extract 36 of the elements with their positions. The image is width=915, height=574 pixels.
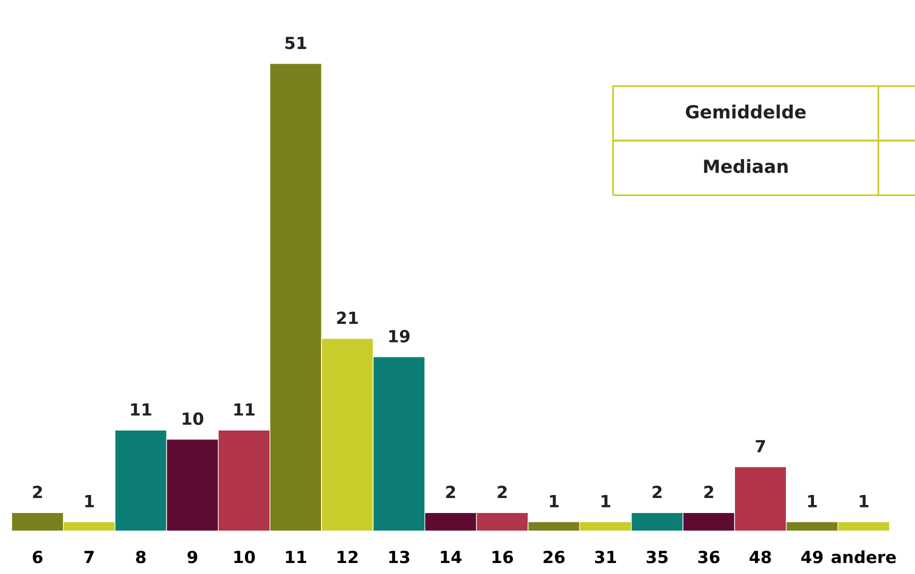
x-tick-label: 31 (595, 550, 616, 564)
data-label: 2 (704, 486, 714, 498)
data-label: 1 (602, 495, 610, 508)
data-label: 11 (131, 403, 152, 416)
x-tick-label: andere (832, 550, 896, 564)
data-label: 2 (446, 486, 455, 498)
data-label: 21 (337, 312, 358, 324)
data-label: 1 (85, 495, 94, 508)
x-tick-label: 26 (544, 550, 565, 564)
x-tick-label: 7 (84, 550, 94, 564)
x-tick-label: 48 (750, 550, 772, 564)
data-label: 10 (182, 412, 204, 425)
x-tick-label: 12 (338, 550, 358, 564)
data-label: 1 (860, 495, 868, 508)
data-label: 11 (234, 403, 255, 416)
x-tick-label: 11 (286, 550, 306, 564)
x-tick-label: 35 (646, 550, 668, 564)
x-tick-label: 6 (32, 550, 42, 564)
data-label: 1 (550, 495, 559, 508)
data-label: 2 (498, 486, 507, 498)
annotation: Gemiddelde (686, 104, 806, 119)
data-label: 51 (285, 36, 306, 50)
x-tick-label: 14 (440, 550, 462, 564)
annotation: Mediaan (704, 159, 788, 174)
x-tick-label: 36 (698, 550, 720, 564)
data-label: 2 (652, 486, 662, 498)
x-tick-label: 9 (188, 550, 198, 564)
data-label: 1 (808, 495, 817, 508)
x-tick-label: 49 (801, 550, 823, 564)
data-label: 19 (389, 330, 410, 342)
x-tick-label: 16 (492, 550, 513, 564)
x-tick-label: 8 (136, 550, 146, 564)
x-tick-label: 13 (389, 550, 410, 564)
data-label: 7 (756, 440, 765, 452)
x-tick-label: 10 (234, 550, 255, 564)
data-label: 2 (33, 486, 42, 498)
